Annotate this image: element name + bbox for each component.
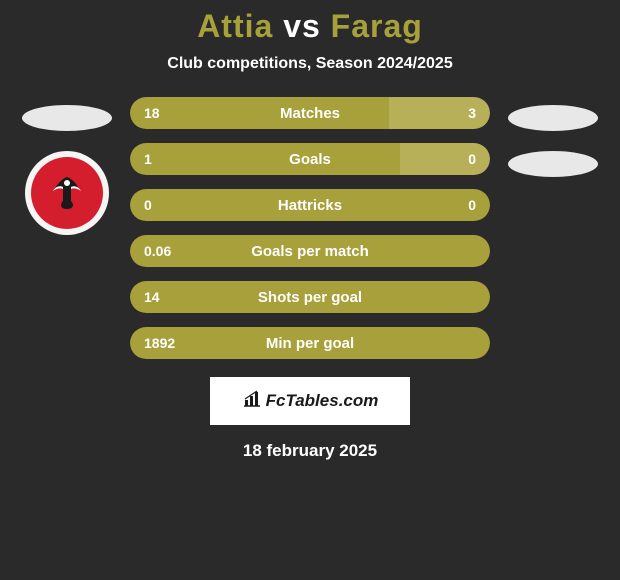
- stat-label: Goals: [130, 151, 490, 168]
- page-container: Attia vs Farag Club competitions, Season…: [0, 0, 620, 580]
- stat-label: Hattricks: [130, 197, 490, 214]
- stats-column: 183Matches 10Goals 00Hattricks 0.06Goals pe…: [130, 97, 490, 359]
- fctables-logo: FcTables.com: [210, 377, 410, 425]
- stat-row: 00Hattricks: [130, 189, 490, 221]
- stat-row: 183Matches: [130, 97, 490, 129]
- right-side-column: [508, 97, 598, 359]
- title-player2: Farag: [331, 8, 423, 44]
- title-vs: vs: [283, 8, 321, 44]
- logo-text: FcTables.com: [266, 391, 379, 411]
- page-title: Attia vs Farag: [197, 8, 423, 45]
- stat-row: 14Shots per goal: [130, 281, 490, 313]
- date-label: 18 february 2025: [243, 441, 377, 461]
- stat-label: Min per goal: [130, 335, 490, 352]
- stat-label: Goals per match: [130, 243, 490, 260]
- stat-row: 10Goals: [130, 143, 490, 175]
- stat-label: Matches: [130, 105, 490, 122]
- player1-club-badge: [25, 151, 109, 235]
- chart-icon: [242, 390, 262, 413]
- stat-row: 1892Min per goal: [130, 327, 490, 359]
- subtitle: Club competitions, Season 2024/2025: [167, 55, 452, 73]
- player2-club-placeholder: [508, 151, 598, 177]
- eagle-icon: [39, 165, 95, 221]
- stat-row: 0.06Goals per match: [130, 235, 490, 267]
- club-badge-inner: [31, 157, 103, 229]
- player2-avatar-placeholder: [508, 105, 598, 131]
- title-player1: Attia: [197, 8, 273, 44]
- stat-label: Shots per goal: [130, 289, 490, 306]
- player1-avatar-placeholder: [22, 105, 112, 131]
- left-side-column: [22, 97, 112, 359]
- main-region: 183Matches 10Goals 00Hattricks 0.06Goals pe…: [0, 97, 620, 359]
